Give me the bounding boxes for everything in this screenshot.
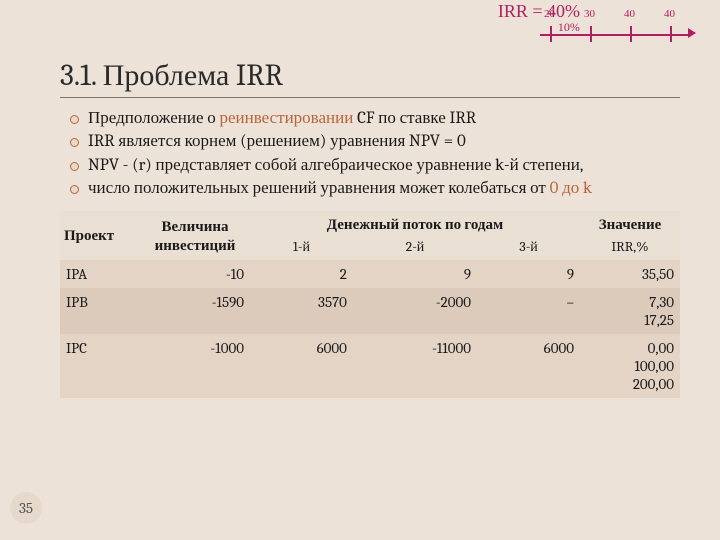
col-value: Значение (580, 211, 680, 238)
table-row: IPA -10 2 9 9 35,50 (60, 260, 680, 288)
data-table: Проект Величина инвестиций Денежный пото… (60, 211, 680, 398)
bullet-item: Предположение о реинвестировании CF по с… (70, 108, 680, 129)
col-cashflow: Денежный поток по годам (250, 211, 580, 238)
table-row: IPB -1590 3570 -2000 – 7,30 17,25 (60, 288, 680, 334)
bullet-item: NPV - (r) представляет собой алгебраичес… (70, 155, 680, 176)
col-y1: 1-й (250, 238, 353, 260)
annotation-timeline: 20 30 40 40 (540, 4, 700, 54)
bullet-list: Предположение о реинвестировании CF по с… (70, 108, 680, 199)
col-project: Проект (60, 211, 140, 260)
bullet-item: IRR является корнем (решением) уравнения… (70, 131, 680, 152)
slide-title: 3.1. Проблема IRR (60, 58, 680, 98)
col-irr: IRR,% (580, 238, 680, 260)
col-y3: 3-й (477, 238, 580, 260)
col-y2: 2-й (353, 238, 477, 260)
table-row: IPC -1000 6000 -11000 6000 0,00 100,00 2… (60, 334, 680, 398)
bullet-item: число положительных решений уравнения мо… (70, 178, 680, 199)
slide-number: 35 (10, 492, 42, 524)
col-investment: Величина инвестиций (140, 211, 250, 260)
